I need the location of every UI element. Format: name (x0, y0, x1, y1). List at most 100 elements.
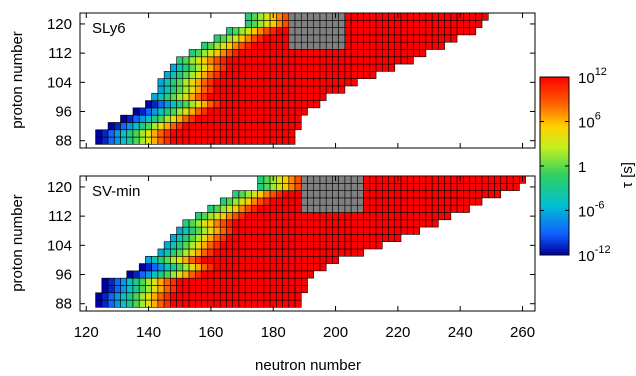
heatmap-cell (238, 212, 246, 221)
heatmap-cell (269, 255, 277, 264)
heatmap-cell (120, 129, 128, 138)
heatmap-cell (357, 204, 364, 213)
heatmap-cell (226, 248, 234, 257)
heatmap-cell (176, 292, 184, 301)
heatmap-cell (232, 71, 240, 79)
heatmap-cell (288, 299, 296, 308)
heatmap-cell (244, 41, 252, 50)
heatmap-cell (394, 49, 402, 58)
heatmap-cell (176, 63, 184, 72)
heatmap-cell (157, 122, 165, 131)
heatmap-cell (319, 27, 327, 36)
heatmap-cell (282, 136, 290, 145)
heatmap-cell (307, 78, 315, 87)
x-tick-label: 260 (510, 324, 535, 341)
heatmap-cell (276, 92, 283, 101)
heatmap-cell (257, 190, 265, 199)
heatmap-cell (257, 234, 265, 242)
heatmap-cell (170, 263, 177, 272)
heatmap-cell (182, 85, 190, 94)
heatmap-cell (463, 27, 470, 36)
heatmap-cell (463, 190, 470, 199)
heatmap-cell (157, 85, 165, 94)
heatmap-cell (500, 175, 508, 184)
heatmap-cell (494, 183, 502, 191)
heatmap-cell (232, 107, 240, 116)
heatmap-cell (213, 204, 221, 213)
heatmap-cell (369, 63, 377, 72)
heatmap-cell (170, 255, 177, 264)
heatmap-cell (257, 292, 265, 301)
heatmap-cell (244, 56, 252, 65)
heatmap-cell (232, 197, 240, 206)
heatmap-cell (381, 12, 389, 21)
heatmap-cell (176, 248, 184, 257)
heatmap-cell (469, 27, 477, 36)
heatmap-cell (232, 234, 240, 242)
heatmap-cell (107, 299, 115, 308)
heatmap-cell (332, 234, 339, 242)
heatmap-cell (269, 27, 277, 36)
heatmap-cell (288, 234, 296, 242)
heatmap-cell (176, 78, 184, 87)
heatmap-cell (350, 241, 358, 250)
heatmap-cell (400, 41, 408, 50)
heatmap-cell (406, 197, 414, 206)
heatmap-cell (400, 190, 408, 199)
heatmap-cell (406, 27, 414, 36)
heatmap-cell (132, 285, 140, 294)
heatmap-cell (182, 292, 190, 301)
heatmap-cell (363, 27, 371, 36)
heatmap-cell (438, 175, 445, 184)
heatmap-cell (182, 114, 190, 123)
heatmap-cell (238, 226, 246, 235)
heatmap-cell (300, 183, 308, 191)
heatmap-cell (319, 34, 327, 43)
heatmap-cell (288, 248, 296, 257)
heatmap-cell (207, 234, 215, 242)
heatmap-cell (288, 78, 296, 87)
heatmap-cell (145, 114, 152, 123)
heatmap-cell (213, 248, 221, 257)
heatmap-cell (344, 226, 352, 235)
heatmap-cell (319, 183, 327, 191)
heatmap-cell (313, 212, 321, 221)
heatmap-cell (294, 41, 302, 50)
heatmap-cell (226, 292, 234, 301)
heatmap-cell (238, 248, 246, 257)
heatmap-cell (300, 41, 308, 50)
heatmap-cell (300, 263, 308, 272)
heatmap-cell (350, 63, 358, 72)
heatmap-cell (294, 114, 302, 123)
heatmap-cell (375, 41, 383, 50)
heatmap-cell (195, 78, 202, 87)
heatmap-cell (238, 241, 246, 250)
heatmap-cell (276, 107, 283, 116)
heatmap-cell (288, 129, 296, 138)
heatmap-cell (263, 34, 271, 43)
heatmap-cell (431, 19, 439, 28)
heatmap-cell (195, 136, 202, 145)
heatmap-cell (201, 78, 209, 87)
heatmap-cell (257, 27, 265, 36)
heatmap-cell (269, 292, 277, 301)
heatmap-cell (406, 204, 414, 213)
heatmap-cell (381, 34, 389, 43)
heatmap-cell (319, 212, 327, 221)
heatmap-cell (244, 241, 252, 250)
heatmap-cell (369, 27, 377, 36)
heatmap-cell (126, 285, 134, 294)
heatmap-cell (213, 63, 221, 72)
heatmap-cell (294, 190, 302, 199)
heatmap-cell (207, 292, 215, 301)
heatmap-cell (163, 85, 171, 94)
heatmap-cell (157, 100, 165, 109)
heatmap-cell (157, 263, 165, 272)
heatmap-cell (226, 107, 234, 116)
heatmap-cell (219, 263, 227, 272)
heatmap-cell (219, 71, 227, 79)
heatmap-cell (288, 175, 296, 184)
heatmap-cell (238, 219, 246, 228)
heatmap-cell (413, 41, 420, 50)
heatmap-cell (157, 277, 165, 286)
